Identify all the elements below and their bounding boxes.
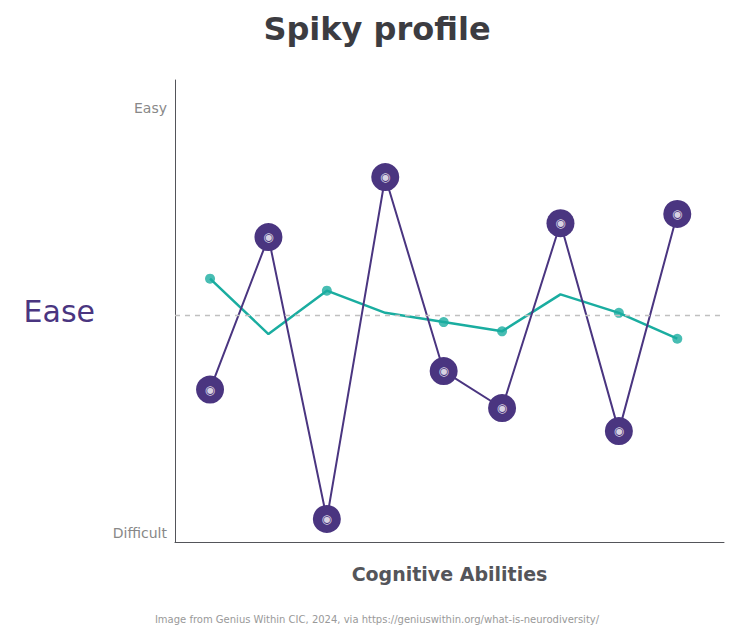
svg-text:◉: ◉: [380, 170, 390, 184]
svg-text:Cognitive Abilities: Cognitive Abilities: [352, 563, 548, 585]
svg-text:Ease: Ease: [24, 294, 95, 329]
svg-text:◉: ◉: [497, 401, 507, 415]
svg-text:◉: ◉: [322, 512, 332, 526]
svg-text:Spiky profile: Spiky profile: [263, 10, 490, 48]
svg-text:Difficult: Difficult: [113, 525, 168, 541]
svg-text:◉: ◉: [614, 424, 624, 438]
svg-text:◉: ◉: [438, 364, 448, 378]
svg-text:◉: ◉: [555, 216, 565, 230]
svg-text:Image from Genius Within CIC,: Image from Genius Within CIC, 2024, via …: [155, 614, 600, 625]
svg-text:◉: ◉: [263, 230, 273, 244]
svg-text:Easy: Easy: [134, 100, 167, 116]
svg-text:◉: ◉: [205, 383, 215, 397]
svg-text:◉: ◉: [672, 207, 682, 221]
